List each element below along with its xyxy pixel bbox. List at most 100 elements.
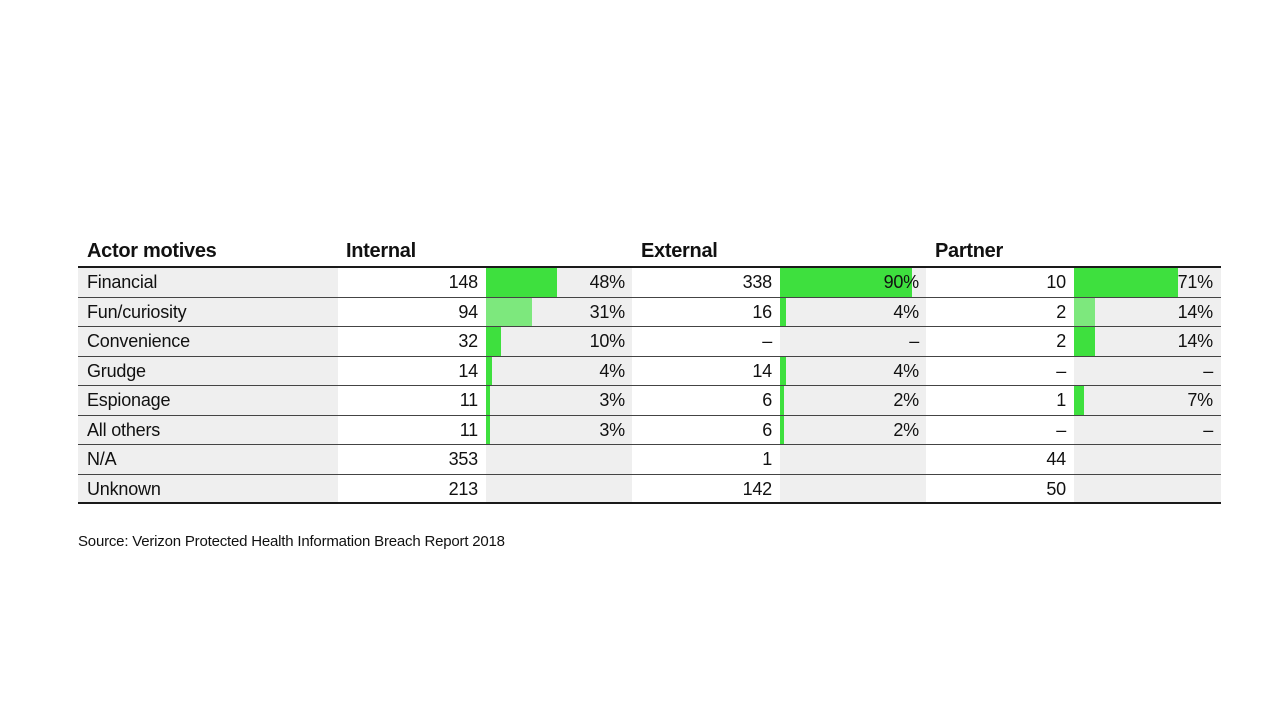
bar-cell (1074, 474, 1221, 502)
bar-cell: 7% (1074, 386, 1221, 415)
percent-bar (486, 268, 557, 297)
count-cell: 148 (338, 268, 486, 297)
percent-label: 4% (893, 360, 919, 381)
table-row: Espionage 11 3% 6 2% 1 7% (78, 386, 1221, 416)
percent-label: 14% (1177, 301, 1214, 322)
count-cell: 2 (926, 327, 1074, 356)
table-row: Grudge 14 4% 14 4% – – (78, 356, 1221, 386)
count-cell: 32 (338, 327, 486, 356)
percent-bar (486, 415, 490, 444)
row-label: Espionage (78, 386, 338, 415)
row-label: Grudge (78, 356, 338, 385)
bar-cell: 71% (1074, 268, 1221, 297)
row-label: Convenience (78, 327, 338, 356)
bar-cell: 4% (780, 297, 927, 326)
count-cell: 6 (632, 386, 780, 415)
count-cell: – (926, 356, 1074, 385)
bar-cell: 3% (486, 386, 633, 415)
table-row: Unknown 213 142 50 (78, 474, 1221, 504)
bar-cell: 31% (486, 297, 633, 326)
row-label: Fun/curiosity (78, 297, 338, 326)
bar-cell: 4% (780, 356, 927, 385)
bar-cell (486, 474, 633, 502)
table-row: All others 11 3% 6 2% – – (78, 415, 1221, 445)
count-cell: 14 (338, 356, 486, 385)
count-cell: 1 (632, 445, 780, 474)
percent-bar (486, 327, 501, 356)
percent-label: – (1203, 419, 1213, 440)
actor-motives-table: Actor motives Internal External Partner … (78, 238, 1221, 504)
percent-label: – (1203, 360, 1213, 381)
count-cell: 1 (926, 386, 1074, 415)
percent-label: 7% (1187, 390, 1213, 410)
percent-label: 4% (599, 360, 625, 381)
percent-label: 48% (589, 272, 626, 292)
count-cell: 16 (632, 297, 780, 326)
bar-cell: – (1074, 356, 1221, 385)
bar-cell (780, 474, 927, 502)
count-cell: 213 (338, 474, 486, 502)
count-cell: 6 (632, 415, 780, 444)
percent-bar (780, 268, 912, 297)
count-cell: 142 (632, 474, 780, 502)
percent-bar (1074, 327, 1095, 356)
percent-bar (780, 356, 786, 385)
percent-bar (780, 386, 784, 415)
bar-cell (1074, 445, 1221, 474)
bar-cell (780, 445, 927, 474)
percent-label: 90% (883, 272, 920, 292)
percent-bar (486, 386, 490, 415)
bar-cell: 3% (486, 415, 633, 444)
count-cell: 353 (338, 445, 486, 474)
count-cell: 2 (926, 297, 1074, 326)
bar-cell: 10% (486, 327, 633, 356)
row-label: All others (78, 415, 338, 444)
count-cell: 10 (926, 268, 1074, 297)
row-label: Unknown (78, 474, 338, 502)
percent-bar (780, 297, 786, 326)
percent-bar (1074, 297, 1095, 326)
bar-cell: 48% (486, 268, 633, 297)
percent-label: 14% (1177, 331, 1214, 351)
percent-label: 2% (893, 419, 919, 440)
count-cell: – (632, 327, 780, 356)
bar-cell: 90% (780, 268, 927, 297)
percent-bar (486, 297, 532, 326)
row-label: Financial (78, 268, 338, 297)
header-internal: Internal (346, 240, 416, 262)
bar-cell: 14% (1074, 297, 1221, 326)
percent-bar (1074, 268, 1178, 297)
source-note: Source: Verizon Protected Health Informa… (78, 533, 505, 550)
percent-bar (780, 415, 784, 444)
percent-label: 3% (599, 419, 625, 440)
count-cell: 338 (632, 268, 780, 297)
table-row: N/A 353 1 44 (78, 445, 1221, 475)
bar-cell: – (1074, 415, 1221, 444)
percent-label: 31% (589, 301, 626, 322)
percent-bar (486, 356, 492, 385)
count-cell: 11 (338, 386, 486, 415)
header-partner: Partner (935, 240, 1003, 262)
bar-cell: 2% (780, 415, 927, 444)
table-header: Actor motives Internal External Partner (78, 238, 1221, 268)
percent-label: 10% (589, 331, 626, 351)
table-row: Fun/curiosity 94 31% 16 4% 2 14% (78, 297, 1221, 327)
bar-cell (486, 445, 633, 474)
percent-label: 4% (893, 301, 919, 322)
bar-cell: 14% (1074, 327, 1221, 356)
bar-cell: 2% (780, 386, 927, 415)
count-cell: 50 (926, 474, 1074, 502)
count-cell: – (926, 415, 1074, 444)
row-label: N/A (78, 445, 338, 474)
percent-bar (1074, 386, 1084, 415)
percent-label: 71% (1177, 272, 1214, 292)
count-cell: 14 (632, 356, 780, 385)
table-row: Convenience 32 10% – –2 14% (78, 327, 1221, 357)
bar-cell: – (780, 327, 927, 356)
count-cell: 11 (338, 415, 486, 444)
percent-label: – (909, 331, 919, 351)
table-row: Financial 148 48% 338 90% 10 71% (78, 268, 1221, 298)
header-external: External (641, 240, 718, 262)
percent-label: 2% (893, 390, 919, 410)
bar-cell: 4% (486, 356, 633, 385)
